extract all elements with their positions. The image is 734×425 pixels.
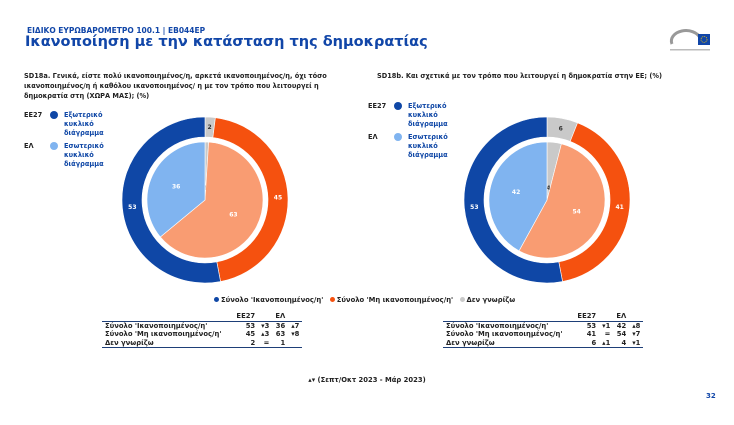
table-sd18a: ΕΕ27 ΕΛ Σύνολο 'Ικανοποιημένος/η' 53 ▾3 36 ▴7 Σ… [102, 312, 303, 348]
outer-label: Εξωτερικό κυκλικό διάγραμμα [408, 102, 448, 128]
table-row: Σύνολο 'Μη ικανοποιημένος/η' 41 = 54 ▾7 [443, 330, 643, 339]
table-cell: 41 [586, 330, 597, 338]
table-cell: ▾1 [629, 338, 644, 348]
table-cell: 54 [616, 330, 627, 338]
donut-sd18a: 2 45 53 1 63 36 [121, 116, 289, 284]
outer-code: ΕΕ27 [368, 102, 387, 110]
inner-data-label: 63 [229, 211, 237, 218]
table-header [599, 312, 614, 322]
inner-data-label: 1 [203, 185, 207, 192]
ring-legend-left: ΕΕ27 Εξωτερικό κυκλικό διάγραμμα ΕΛ Εσωτερ… [24, 111, 134, 169]
donut-sd18b: 6 41 53 4 54 42 [463, 116, 631, 284]
table-cell: 36 [275, 321, 286, 330]
table-cell: Δεν γνωρίζω [102, 338, 234, 348]
greek-flag-icon [50, 142, 58, 150]
page-number: 32 [706, 392, 716, 400]
table-cell: Σύνολο 'Μη ικανοποιημένος/η' [446, 330, 563, 338]
table-header [629, 312, 644, 322]
table-row: Σύνολο 'Ικανοποιημένος/η' 53 ▾3 36 ▴7 [102, 321, 302, 330]
table-cell: ▴7 [291, 321, 300, 330]
bottom-legend: Σύνολο 'Ικανοποιημένος/η' Σύνολο 'Μη ικα… [210, 296, 515, 304]
table-cell: 53 [586, 321, 597, 330]
table-cell: ▴1 [599, 338, 614, 348]
table-cell: Σύνολο 'Ικανοποιημένος/η' [105, 321, 208, 330]
legend-dot-not-satisfied [329, 297, 335, 302]
legend-dot-satisfied [214, 297, 219, 302]
table-sd18b: ΕΕ27 ΕΛ Σύνολο 'Ικανοποιημένος/η' 53 ▾1 42 ▴8 Σ… [443, 312, 644, 348]
table-cell: 63 [275, 330, 286, 338]
outer-data-label: 53 [470, 204, 478, 211]
table-cell: = [604, 330, 611, 338]
outer-code: ΕΕ27 [24, 111, 43, 119]
legend-dont-know: Δεν γνωρίζω [466, 296, 516, 304]
inner-data-label: 54 [572, 209, 580, 216]
table-cell: ▾7 [632, 330, 641, 338]
table-cell: Σύνολο 'Μη ικανοποιημένος/η' [105, 330, 222, 338]
table-cell: 45 [245, 330, 256, 338]
inner-slice-not-satisfied [159, 141, 264, 259]
table-cell: = [258, 338, 273, 348]
outer-data-label: 41 [615, 204, 623, 211]
outer-slice-satisfied [463, 116, 563, 284]
table-header [258, 312, 273, 322]
outer-data-label: 53 [128, 204, 136, 211]
inner-slice-satisfied [146, 141, 206, 238]
ring-legend-right: ΕΕ27 Εξωτερικό κυκλικό διάγραμμα ΕΛ Εσωτερ… [368, 102, 478, 160]
table-cell: 1 [272, 338, 289, 348]
table-cell: ▾8 [291, 330, 300, 338]
outer-slice-satisfied [121, 116, 221, 284]
outer-data-label: 6 [559, 125, 563, 132]
european-parliament-logo [669, 29, 710, 51]
table-header [443, 312, 575, 322]
inner-data-label: 36 [172, 183, 180, 190]
table-row: Δεν γνωρίζω 2 = 1 [102, 338, 303, 348]
outer-data-label: 45 [274, 195, 282, 202]
table-cell: 4 [613, 338, 630, 348]
inner-data-label: 42 [512, 189, 520, 196]
table-cell: ▴3 [261, 330, 270, 338]
legend-dot-dont-know [459, 297, 465, 302]
table-cell: ▴8 [632, 321, 641, 330]
question-sd18b: SD18b. Και σχετικά με τον τρόπο που λειτ… [377, 72, 662, 80]
inner-label: Εσωτερικό κυκλικό διάγραμμα [64, 142, 104, 168]
legend-not-satisfied: Σύνολο 'Μη ικανοποιημένος/η' [336, 296, 454, 304]
table-row: Δεν γνωρίζω 6 ▴1 4 ▾1 [443, 338, 644, 348]
table-cell: ▾1 [602, 321, 611, 330]
greek-flag-icon [394, 133, 402, 141]
table-cell: 6 [574, 338, 600, 348]
table-header [102, 312, 234, 322]
inner-slice-not-satisfied [518, 143, 606, 259]
inner-code: ΕΛ [24, 142, 34, 150]
legend-satisfied: Σύνολο 'Ικανοποιημένος/η' [221, 296, 324, 304]
table-row: Σύνολο 'Ικανοποιημένος/η' 53 ▾1 42 ▴8 [443, 321, 643, 330]
table-header: ΕΕ27 [574, 312, 600, 322]
donut-charts: 2 45 53 1 63 36 6 41 53 4 54 42 [121, 116, 631, 284]
outer-ring-icon [394, 102, 402, 110]
inner-data-label: 4 [546, 185, 550, 192]
table-row: Σύνολο 'Μη ικανοποιημένος/η' 45 ▴3 63 ▾8 [102, 330, 302, 339]
inner-label: Εσωτερικό κυκλικό διάγραμμα [408, 133, 448, 159]
table-header [288, 312, 303, 322]
table-header: ΕΛ [272, 312, 289, 322]
table-cell: 53 [245, 321, 256, 330]
footnote: ▴▾ (Σεπτ/Οκτ 2023 - Μάρ 2023) [308, 376, 426, 384]
table-cell [288, 338, 303, 348]
inner-code: ΕΛ [368, 133, 378, 141]
table-header: ΕΛ [613, 312, 630, 322]
outer-label: Εξωτερικό κυκλικό διάγραμμα [64, 111, 104, 137]
table-cell: 42 [616, 321, 627, 330]
page-title: Ικανοποίηση με την κατάσταση της δημοκρα… [25, 34, 428, 50]
table-cell: Σύνολο 'Ικανοποιημένος/η' [446, 321, 549, 330]
table-header: ΕΕ27 [233, 312, 259, 322]
supertitle: ΕΙΔΙΚΟ ΕΥΡΩΒΑΡΟΜΕΤΡΟ 100.1 | EB044EP [27, 26, 206, 35]
table-cell: Δεν γνωρίζω [443, 338, 575, 348]
table-cell: ▾3 [261, 321, 270, 330]
inner-slice-satisfied [488, 141, 548, 252]
question-sd18a: SD18a. Γενικά, είστε πολύ ικανοποιημένος… [24, 72, 327, 100]
table-cell: 2 [233, 338, 259, 348]
outer-data-label: 2 [207, 124, 211, 131]
outer-ring-icon [50, 111, 58, 119]
